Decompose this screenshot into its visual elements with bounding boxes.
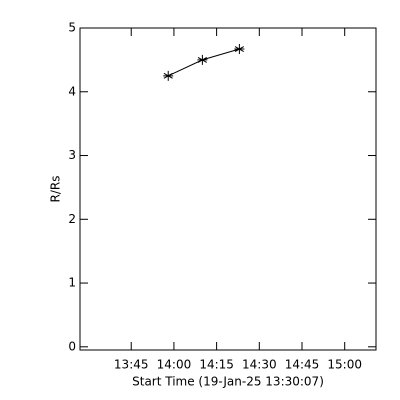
y-tick-label: 2 xyxy=(68,212,76,226)
data-point xyxy=(234,44,245,55)
plot-frame xyxy=(79,27,377,351)
y-tick-label: 4 xyxy=(68,84,76,98)
data-line xyxy=(168,48,240,77)
data-point xyxy=(163,70,174,81)
x-axis-label: Start Time (19-Jan-25 13:30:07) xyxy=(132,375,324,389)
y-tick-label: 0 xyxy=(68,339,76,353)
y-tick-label: 3 xyxy=(68,148,76,162)
x-tick-label: 14:45 xyxy=(285,358,320,372)
y-tick-label: 1 xyxy=(68,276,76,290)
x-tick-label: 14:15 xyxy=(199,358,234,372)
data-point xyxy=(197,54,208,65)
x-tick-label: 13:45 xyxy=(114,358,149,372)
y-tick-label: 5 xyxy=(68,21,76,35)
x-tick-label: 15:00 xyxy=(327,358,362,372)
x-tick-label: 14:00 xyxy=(157,358,192,372)
x-tick-label: 14:30 xyxy=(242,358,277,372)
y-axis-label: R/Rs xyxy=(49,176,63,203)
